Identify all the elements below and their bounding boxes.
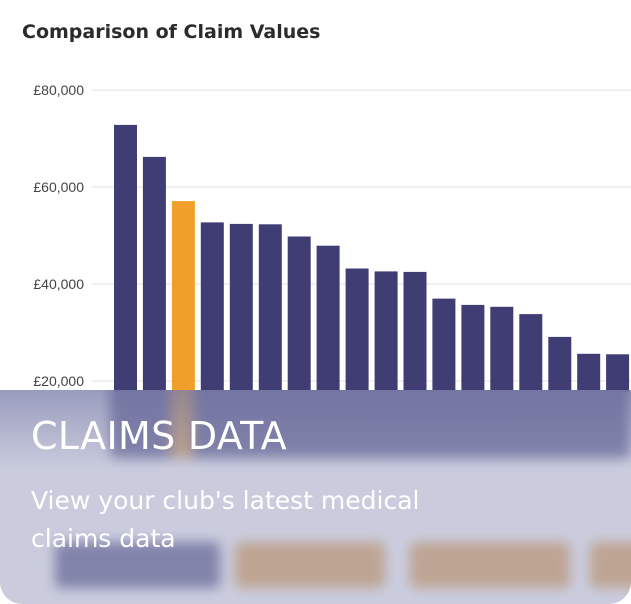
overlay-tint-gradient [0, 390, 631, 470]
card-description: View your club's latest medical claims d… [31, 486, 420, 553]
bar [114, 124, 137, 393]
bar [374, 271, 398, 392]
bar [142, 156, 166, 392]
y-tick-label: £60,000 [33, 179, 84, 195]
bar [200, 222, 224, 392]
overlay-tint [0, 390, 631, 604]
bar [519, 314, 543, 392]
y-tick-label: £40,000 [33, 276, 84, 292]
bar [490, 306, 514, 392]
bar [548, 336, 572, 392]
bar [403, 271, 427, 392]
bar [229, 223, 253, 392]
y-tick-label: £20,000 [33, 373, 84, 389]
bar [258, 224, 282, 392]
bar [606, 354, 630, 392]
bar [316, 245, 340, 392]
card-title: CLAIMS DATA [31, 414, 287, 458]
bar [432, 298, 456, 392]
y-tick-label: £80,000 [33, 82, 84, 98]
bar [577, 353, 601, 392]
bar [345, 268, 369, 392]
card-caption-overlay: CLAIMS DATA View your club's latest medi… [0, 390, 631, 604]
bar [287, 236, 311, 392]
chart-title: Comparison of Claim Values [22, 21, 321, 43]
bar [461, 304, 485, 392]
bar-highlighted [171, 201, 195, 392]
